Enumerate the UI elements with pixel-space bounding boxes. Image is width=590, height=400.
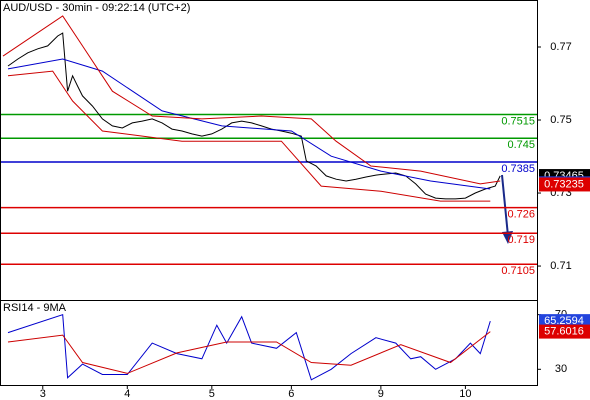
series-line [2, 15, 501, 185]
price-badge [539, 177, 590, 192]
y-tick-label: 0.75 [550, 114, 571, 126]
series-line [7, 32, 501, 200]
price-badge-label: 57.6016 [544, 325, 584, 337]
level-label: 0.7515 [501, 115, 535, 127]
rsi-title: RSI14 - 9MA [3, 302, 67, 314]
x-tick-label: 9 [378, 388, 384, 400]
series-line [7, 314, 491, 381]
series-line [7, 331, 491, 374]
x-tick-label: 10 [459, 388, 471, 400]
level-label: 0.745 [507, 139, 535, 151]
price-badge-label: 0.73235 [544, 178, 584, 190]
level-label: 0.7105 [501, 265, 535, 277]
y-tick-label: 30 [555, 363, 567, 375]
y-tick-label: 0.77 [550, 41, 571, 53]
series-line [7, 58, 491, 190]
level-label: 0.719 [507, 234, 535, 246]
x-tick-label: 3 [40, 388, 46, 400]
series-line [7, 70, 491, 202]
level-label: 0.726 [507, 209, 535, 221]
price-badge-label: 65.2594 [544, 315, 584, 327]
x-tick-label: 6 [288, 388, 294, 400]
forecast-arrow [501, 174, 509, 237]
price-badge [539, 324, 590, 339]
chart-title: AUD/USD - 30min - 09:22:14 (UTC+2) [3, 2, 190, 14]
y-tick-label: 0.71 [550, 260, 571, 272]
x-tick-label: 4 [124, 388, 130, 400]
rsi-panel [0, 300, 538, 386]
level-label: 0.7385 [501, 163, 535, 175]
forecast-arrow-head [502, 231, 513, 244]
x-tick-label: 5 [209, 388, 215, 400]
